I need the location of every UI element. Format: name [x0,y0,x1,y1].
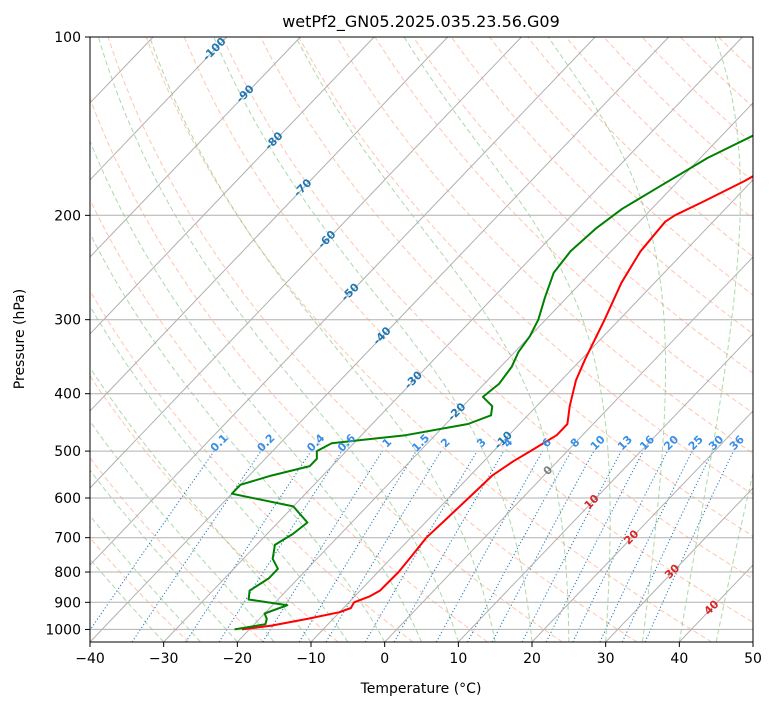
isotherm-line [90,37,228,181]
x-tick-label: −30 [149,651,179,667]
temperature-trace [241,175,753,631]
mixing-ratio-line [491,450,595,642]
x-tick-label: −40 [75,651,105,667]
moist-adiabat [90,420,275,642]
x-tick-label: 10 [449,651,467,667]
x-axis: −40 −30 −20 −10 0 10 20 30 40 50 [75,642,762,667]
y-tick-label: 900 [54,595,81,611]
dry-adiabat [489,37,753,296]
moist-adiabat [295,37,570,642]
isotherm-line [90,37,375,335]
x-tick-label: −10 [296,651,326,667]
moist-adiabat [715,471,753,642]
moist-adiabat [90,558,165,642]
x-tick-label: 20 [523,651,541,667]
moist-adiabat [678,37,741,642]
isotherm-line [605,487,753,642]
y-tick-label: 400 [54,387,81,403]
isotherm-line [90,37,670,642]
isotherm-line [531,410,753,642]
dry-adiabat [757,37,775,642]
isotherm-line [90,37,301,258]
mixing-ratio-line [435,450,544,642]
y-axis-label: Pressure (hPa) [12,289,28,389]
dry-adiabat [90,198,488,642]
isotherm-line [752,641,753,642]
mixing-ratio-line [364,450,478,642]
y-tick-label: 1000 [45,622,81,638]
isotherm-line [90,37,522,489]
y-tick-label: 700 [54,531,81,547]
isotherm-line [0,37,6,642]
mixing-ratio-line [621,450,714,642]
moist-adiabat [403,37,611,642]
x-axis-label: Temperature (°C) [360,681,482,697]
x-tick-label: 50 [744,651,762,667]
moist-adiabat [90,469,238,642]
plot-background [90,37,753,642]
y-tick-label: 200 [54,208,81,224]
moist-adiabat [149,37,496,642]
x-tick-label: 40 [670,651,688,667]
dry-adiabat [450,37,753,335]
dry-adiabat [221,37,753,580]
background-lines [0,37,775,642]
plot-frame [89,36,754,643]
mixing-ratio-line [325,450,442,642]
moist-adiabat [97,37,459,642]
dry-adiabat [336,37,753,454]
dry-adiabat [90,96,563,642]
isotherm-line [310,179,753,642]
y-axis: 100 200 300 400 500 600 700 800 900 1000 [45,30,90,638]
dry-adiabat [298,37,753,496]
dewpoint-trace [230,134,753,631]
moist-adiabat [90,514,201,642]
y-tick-label: 500 [54,444,81,460]
moist-adiabat [547,37,666,642]
isotherm-line [457,333,753,642]
y-tick-label: 600 [54,491,81,507]
dry-adiabat [107,37,638,642]
isotherm-line [384,256,753,642]
mixing-ratio-line [218,450,343,642]
dry-adiabat [183,37,753,623]
x-tick-label: 0 [380,651,389,667]
moist-adiabat [90,139,422,642]
dry-adiabat [90,457,264,642]
mixing-ratio-line [262,450,383,642]
y-tick-label: 300 [54,313,81,329]
series-layer [230,134,753,631]
x-tick-label: 30 [597,651,615,667]
chart-title: wetPf2_GN05.2025.035.23.56.G09 [282,12,560,32]
y-tick-label: 100 [54,30,81,46]
isotherm-line [163,37,743,642]
dry-adiabat [90,537,190,642]
y-tick-label: 800 [54,565,81,581]
isotherm-line [90,37,449,412]
isotherm-line [90,37,596,566]
mixing-ratio-line [467,450,572,642]
moist-adiabat [213,37,533,642]
mixing-ratio-line [185,450,312,642]
dry-adiabat [145,37,712,642]
x-tick-label: −20 [223,651,253,667]
dry-adiabat [374,37,753,414]
dry-adiabat [90,375,339,642]
mixing-ratio-line [599,450,693,642]
moist-adiabat [90,366,312,642]
moist-adiabat [90,305,349,642]
